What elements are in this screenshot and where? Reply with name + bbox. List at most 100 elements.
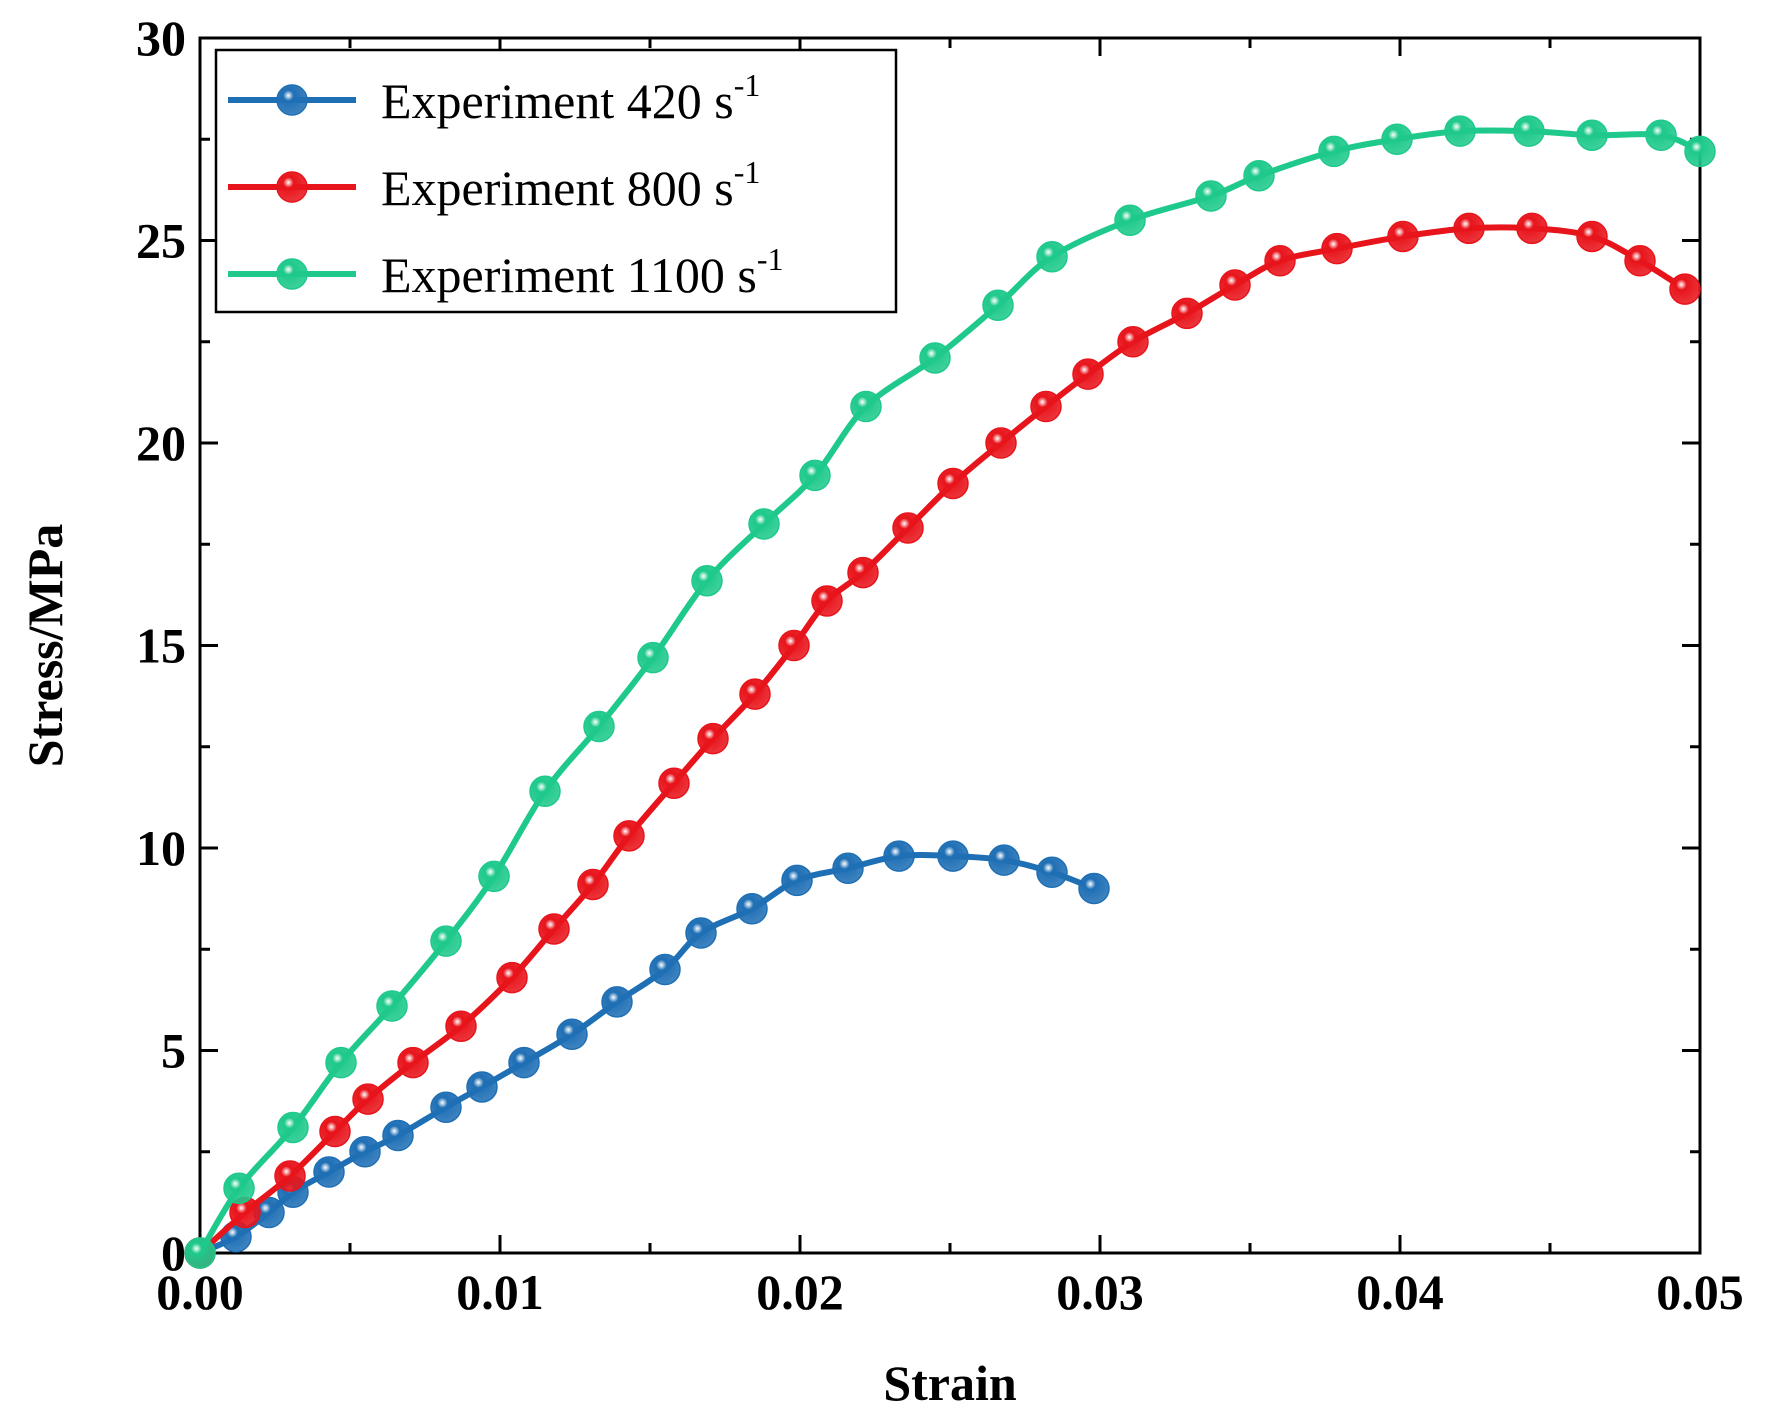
- legend-label-text: Experiment 800 s: [381, 160, 734, 216]
- data-point: [601, 986, 633, 1018]
- data-point: [496, 961, 528, 994]
- legend-label-superscript: -1: [734, 154, 761, 190]
- data-point: [397, 1046, 429, 1079]
- data-point: [736, 893, 768, 925]
- data-point: [319, 1115, 351, 1148]
- legend-label-text: Experiment 420 s: [381, 73, 734, 129]
- data-point: [1453, 212, 1485, 245]
- data-point: [658, 767, 690, 799]
- legend-label: Experiment 420 s-1: [381, 67, 760, 129]
- data-point: [691, 564, 723, 597]
- data-point: [799, 459, 831, 492]
- data-point: [1036, 240, 1068, 273]
- x-tick-label: 0.00: [156, 1264, 244, 1320]
- legend-marker: [276, 258, 308, 290]
- data-point: [1117, 326, 1149, 358]
- data-point: [1516, 212, 1548, 245]
- data-point: [1387, 220, 1419, 253]
- data-point: [649, 953, 681, 986]
- data-point: [274, 1160, 306, 1192]
- data-point: [937, 467, 969, 500]
- x-axis-title: Strain: [883, 1355, 1017, 1411]
- data-point: [739, 678, 771, 710]
- y-axis-title: Stress/MPa: [17, 524, 73, 767]
- data-point: [982, 289, 1014, 322]
- data-point: [382, 1119, 414, 1152]
- data-point: [376, 990, 408, 1022]
- data-point: [685, 917, 717, 949]
- data-point: [1114, 204, 1146, 236]
- y-tick-label: 10: [136, 820, 186, 876]
- legend-label-superscript: -1: [734, 67, 761, 103]
- axis-ticks: 0.00 0.01 0.02 0.03 0.04 0.05 0 5 10 15 20 25 30: [136, 10, 1744, 1320]
- data-point: [430, 1091, 462, 1123]
- x-tick-label: 0.01: [456, 1264, 544, 1320]
- data-point: [985, 427, 1017, 459]
- legend-marker: [276, 84, 308, 116]
- y-tick-label: 15: [136, 618, 186, 674]
- data-point: [847, 556, 879, 589]
- series-1: [184, 840, 1110, 1269]
- data-point: [937, 840, 969, 872]
- data-point: [577, 868, 609, 901]
- legend-item-2: Experiment 800 s-1: [228, 154, 760, 216]
- legend-label: Experiment 800 s-1: [381, 154, 760, 216]
- data-point: [748, 508, 780, 540]
- data-point: [613, 820, 645, 852]
- data-point: [1264, 245, 1296, 277]
- legend-item-3: Experiment 1100 s-1: [228, 241, 784, 303]
- data-point: [352, 1083, 384, 1115]
- data-point: [223, 1172, 255, 1204]
- legend-label: Experiment 1100 s-1: [381, 241, 784, 303]
- data-point: [811, 585, 843, 617]
- data-point: [1171, 297, 1203, 330]
- series-3: [184, 115, 1716, 1269]
- data-point: [1243, 159, 1275, 192]
- data-point: [1072, 358, 1104, 390]
- data-point: [781, 864, 813, 897]
- x-tick-label: 0.05: [1656, 1264, 1744, 1320]
- data-point: [1684, 135, 1716, 168]
- data-point: [538, 913, 570, 945]
- data-point: [1576, 119, 1608, 151]
- data-point: [583, 710, 615, 743]
- data-point: [1444, 115, 1476, 147]
- data-point: [478, 860, 510, 893]
- data-point: [556, 1018, 588, 1051]
- x-tick-label: 0.04: [1356, 1264, 1444, 1320]
- data-point: [697, 722, 729, 755]
- legend-label-text: Experiment 1100 s: [381, 247, 757, 303]
- x-tick-label: 0.03: [1056, 1264, 1144, 1320]
- data-point: [466, 1071, 498, 1103]
- data-point: [445, 1010, 477, 1042]
- y-tick-label: 20: [136, 415, 186, 471]
- data-point: [1219, 269, 1251, 301]
- data-point: [1513, 115, 1545, 147]
- legend-box: [214, 48, 898, 314]
- data-point: [184, 1237, 216, 1269]
- data-point: [277, 1111, 309, 1144]
- y-tick-label: 0: [161, 1225, 186, 1281]
- data-point: [1195, 180, 1227, 212]
- data-point: [1381, 123, 1413, 155]
- data-point: [778, 629, 810, 662]
- data-point: [637, 641, 669, 674]
- data-point: [1321, 232, 1353, 265]
- data-point: [1036, 856, 1068, 889]
- data-point: [430, 925, 462, 957]
- data-point: [325, 1046, 357, 1079]
- x-tick-label: 0.02: [756, 1264, 844, 1320]
- series-line: [198, 852, 1096, 1256]
- data-point: [892, 512, 924, 544]
- series-2: [184, 212, 1701, 1269]
- legend-marker: [276, 171, 308, 203]
- data-point: [508, 1046, 540, 1079]
- legend-label-superscript: -1: [757, 241, 784, 277]
- series-line: [197, 224, 1687, 1256]
- series-line: [197, 127, 1702, 1255]
- y-tick-label: 25: [136, 213, 186, 269]
- legend-item-1: Experiment 420 s-1: [228, 67, 760, 129]
- data-point: [1645, 119, 1677, 151]
